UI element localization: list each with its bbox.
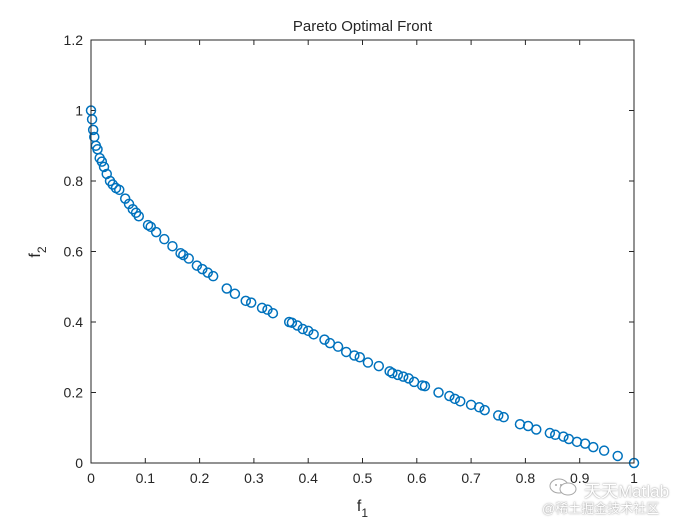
data-point: [267, 307, 279, 319]
data-point: [531, 424, 542, 435]
x-tick-label: 0: [87, 470, 95, 486]
point-layer: [85, 105, 640, 469]
x-tick-label: 0.3: [244, 470, 264, 486]
y-axis-label: f2: [27, 246, 49, 257]
data-point: [444, 390, 455, 402]
data-point: [256, 302, 268, 314]
data-point: [449, 393, 461, 405]
data-point: [297, 323, 309, 335]
data-point: [588, 441, 599, 453]
data-point: [493, 410, 504, 421]
data-point: [262, 304, 273, 315]
y-tick-label: 0.8: [64, 173, 84, 189]
data-point: [229, 288, 241, 300]
data-point: [87, 124, 99, 136]
data-point: [107, 179, 118, 190]
x-tick-label: 0.1: [136, 470, 156, 486]
y-axis-label-main: f: [27, 253, 44, 258]
data-point: [197, 263, 208, 275]
data-point: [362, 357, 374, 368]
data-point: [178, 249, 189, 261]
data-point: [286, 317, 298, 328]
x-tick-label: 0.8: [516, 470, 536, 486]
data-point: [207, 270, 219, 282]
x-tick-label: 0.4: [298, 470, 318, 486]
data-point: [598, 445, 610, 456]
data-point: [612, 450, 623, 462]
x-tick-label: 0.2: [190, 470, 210, 486]
data-point: [202, 267, 213, 278]
data-point: [113, 184, 125, 196]
data-point: [544, 427, 556, 439]
y-axis-label-subscript: 2: [35, 246, 49, 253]
data-point: [142, 219, 154, 231]
data-point: [349, 350, 360, 361]
data-point: [86, 114, 98, 125]
y-tick-label: 1: [75, 103, 83, 119]
data-point: [373, 360, 385, 372]
data-point: [498, 411, 509, 423]
x-tick-label: 0.9: [570, 470, 590, 486]
data-point: [127, 203, 139, 215]
data-point: [191, 260, 203, 271]
data-point: [96, 156, 108, 167]
tick-layer: 0 0.1 0.2 0.3 0.4 0.5 0.6 0.7 0.8 0.9 1 0 0.2 0.4 0.6 0…: [64, 32, 639, 486]
data-point: [397, 371, 409, 382]
data-point: [98, 161, 110, 173]
data-point: [419, 380, 431, 392]
y-tick-label: 0.6: [64, 244, 84, 260]
x-axis-label-subscript: 1: [361, 506, 368, 520]
data-point: [245, 297, 257, 308]
data-point: [175, 248, 186, 259]
x-axis-label-main: f: [357, 498, 362, 515]
data-point: [433, 387, 444, 398]
data-point: [292, 320, 303, 331]
x-tick-label: 1: [630, 470, 638, 486]
data-point: [473, 402, 485, 413]
y-tick-label: 0.4: [64, 314, 84, 330]
y-tick-label: 0: [75, 455, 83, 471]
data-point: [221, 283, 232, 294]
data-point: [133, 211, 145, 222]
data-point: [387, 367, 398, 379]
data-point: [392, 369, 404, 381]
data-point: [319, 334, 330, 345]
x-axis-label: f1: [357, 498, 368, 520]
data-point: [145, 221, 156, 233]
data-point: [558, 431, 569, 442]
axes-box: [90, 39, 635, 464]
data-point: [308, 329, 319, 340]
x-tick-label: 0.5: [353, 470, 373, 486]
x-tick-label: 0.7: [461, 470, 481, 486]
data-point: [403, 373, 414, 384]
data-point: [183, 253, 194, 264]
data-point: [167, 240, 178, 252]
data-point: [332, 341, 344, 352]
data-point: [159, 233, 170, 245]
y-tick-label: 1.2: [64, 32, 84, 48]
data-point: [150, 226, 162, 238]
data-point: [479, 404, 490, 416]
y-tick-label: 0.2: [64, 385, 84, 401]
x-tick-label: 0.6: [407, 470, 427, 486]
data-point: [354, 352, 366, 363]
data-point: [454, 396, 466, 407]
data-point: [302, 325, 314, 337]
plot-area: [91, 40, 634, 463]
data-point: [240, 295, 252, 307]
chart-title: Pareto Optimal Front: [293, 18, 433, 35]
